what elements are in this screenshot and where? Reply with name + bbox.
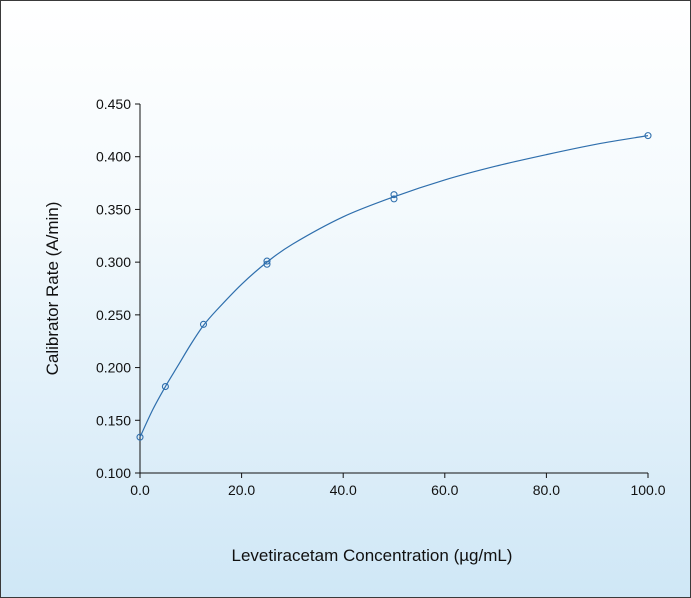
x-tick-label: 80.0 [533,482,560,498]
data-point [263,260,271,268]
x-tick-label: 40.0 [330,482,357,498]
data-point [161,382,169,391]
data-point [263,257,271,265]
fit-curve-line [139,135,649,438]
y-tick-label: 0.450 [96,96,131,112]
x-tick-label: 0.0 [130,482,150,498]
x-axis-ticks: 0.0 20.0 40.0 60.0 80.0 100.0 [130,473,666,498]
y-tick-label: 0.100 [96,465,131,481]
y-tick-label: 0.350 [96,201,131,217]
y-tick-label: 0.400 [96,149,131,165]
y-axis-ticks: 0.100 0.150 0.200 0.250 0.300 0.350 0.400 0.450 [96,96,140,481]
y-axis-title: Calibrator Rate (A/min) [43,202,62,376]
data-point [136,433,144,441]
x-tick-label: 20.0 [228,482,255,498]
y-tick-label: 0.300 [96,254,131,270]
data-point [644,132,652,140]
x-axis-title: Levetiracetam Concentration (µg/mL) [232,546,513,565]
y-tick-label: 0.200 [96,360,131,376]
data-point [390,191,398,199]
data-points [136,132,652,441]
data-point [199,320,208,328]
x-tick-label: 100.0 [630,482,665,498]
data-point [390,195,398,203]
x-tick-label: 60.0 [431,482,458,498]
y-tick-label: 0.250 [96,307,131,323]
y-tick-label: 0.150 [96,412,131,428]
